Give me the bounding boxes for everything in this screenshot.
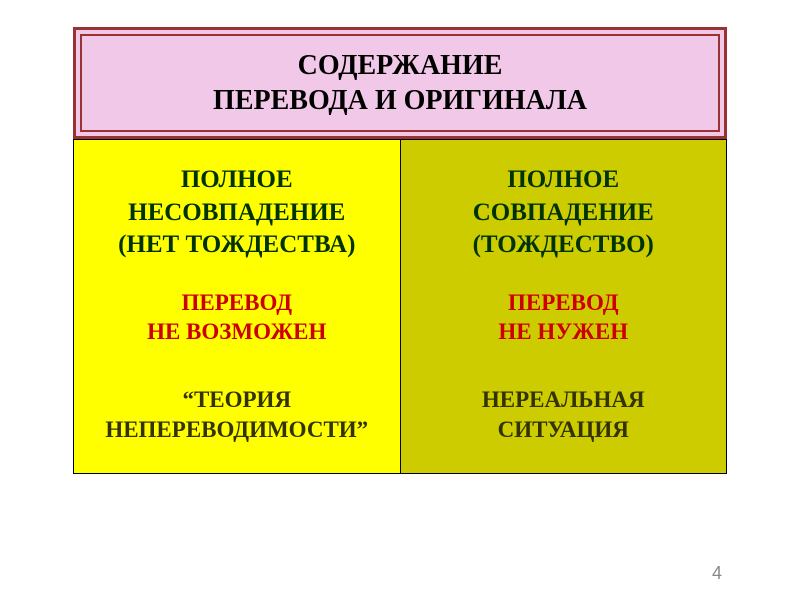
left-mid-l1: ПЕРЕВОД <box>181 290 292 315</box>
left-bottom: “ТЕОРИЯ НЕПЕРЕВОДИМОСТИ” <box>84 385 390 445</box>
right-mid-l2: НЕ НУЖЕН <box>498 319 628 344</box>
left-mid: ПЕРЕВОД НЕ ВОЗМОЖЕН <box>84 288 390 348</box>
right-mid: ПЕРЕВОД НЕ НУЖЕН <box>411 288 717 348</box>
left-mid-l2: НЕ ВОЗМОЖЕН <box>147 319 326 344</box>
header-box-outer: СОДЕРЖАНИЕ ПЕРЕВОДА И ОРИГИНАЛА <box>73 27 727 139</box>
page-number: 4 <box>712 563 722 584</box>
right-bottom-l2: СИТУАЦИЯ <box>498 417 629 442</box>
right-heading-l2: СОВПАДЕНИЕ <box>473 199 654 226</box>
right-heading: ПОЛНОЕ СОВПАДЕНИЕ (ТОЖДЕСТВО) <box>411 164 717 262</box>
right-mid-l1: ПЕРЕВОД <box>508 290 619 315</box>
right-column: ПОЛНОЕ СОВПАДЕНИЕ (ТОЖДЕСТВО) ПЕРЕВОД НЕ… <box>400 139 728 474</box>
left-column: ПОЛНОЕ НЕСОВПАДЕНИЕ (НЕТ ТОЖДЕСТВА) ПЕРЕ… <box>73 139 400 474</box>
left-heading-l3: (НЕТ ТОЖДЕСТВА) <box>118 231 355 258</box>
right-heading-l3: (ТОЖДЕСТВО) <box>473 231 654 258</box>
left-heading-l2: НЕСОВПАДЕНИЕ <box>128 199 345 226</box>
left-bottom-l2: НЕПЕРЕВОДИМОСТИ” <box>105 417 368 442</box>
right-heading-l1: ПОЛНОЕ <box>507 166 619 193</box>
header-line-1: СОДЕРЖАНИЕ <box>298 50 503 81</box>
slide-content: СОДЕРЖАНИЕ ПЕРЕВОДА И ОРИГИНАЛА ПОЛНОЕ Н… <box>73 27 727 474</box>
right-bottom-l1: НЕРЕАЛЬНАЯ <box>482 387 645 412</box>
left-bottom-l1: “ТЕОРИЯ <box>182 387 291 412</box>
header-line-2: ПЕРЕВОДА И ОРИГИНАЛА <box>213 85 587 116</box>
left-heading-l1: ПОЛНОЕ <box>181 166 293 193</box>
right-bottom: НЕРЕАЛЬНАЯ СИТУАЦИЯ <box>411 385 717 445</box>
header-box-inner: СОДЕРЖАНИЕ ПЕРЕВОДА И ОРИГИНАЛА <box>80 34 720 132</box>
columns-row: ПОЛНОЕ НЕСОВПАДЕНИЕ (НЕТ ТОЖДЕСТВА) ПЕРЕ… <box>73 139 727 474</box>
left-heading: ПОЛНОЕ НЕСОВПАДЕНИЕ (НЕТ ТОЖДЕСТВА) <box>84 164 390 262</box>
